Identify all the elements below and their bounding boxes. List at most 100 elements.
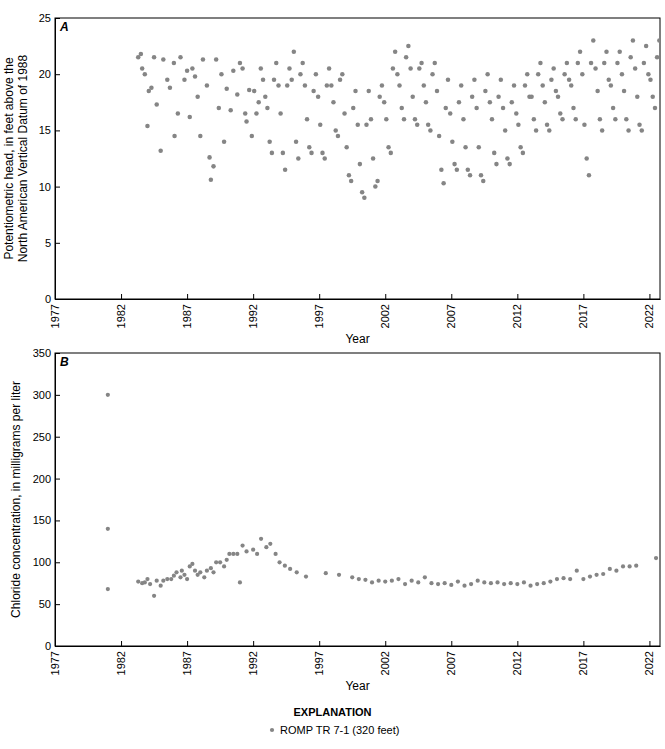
x-tick-mark	[517, 294, 518, 299]
data-point	[178, 575, 182, 579]
data-point	[622, 89, 627, 94]
x-tick-mark	[583, 294, 584, 299]
panel-1: 1977198219871992199720022007201220172022…	[9, 347, 661, 693]
x-tick-label: 2012	[511, 304, 523, 328]
data-point	[492, 151, 497, 156]
data-point	[143, 72, 148, 77]
data-point	[494, 162, 499, 167]
data-point	[515, 582, 519, 586]
data-point	[201, 57, 206, 62]
data-point	[227, 552, 231, 556]
data-point	[410, 94, 415, 99]
x-tick: 2012	[511, 294, 523, 328]
data-point	[496, 94, 501, 99]
data-point	[340, 72, 345, 77]
data-point	[389, 151, 394, 156]
data-point	[182, 78, 187, 83]
data-point	[624, 117, 629, 122]
data-point	[595, 89, 600, 94]
data-point	[408, 66, 413, 71]
data-point	[463, 145, 468, 150]
data-point	[578, 49, 583, 54]
data-point	[422, 83, 427, 88]
y-tick: 15	[39, 124, 60, 136]
x-tick-label: 1977	[49, 651, 61, 675]
data-point	[509, 581, 513, 585]
data-point	[613, 117, 618, 122]
data-point	[476, 579, 480, 583]
x-tick-mark	[187, 641, 188, 646]
x-tick-label: 1987	[181, 651, 193, 675]
data-point	[145, 577, 149, 581]
data-point	[499, 78, 504, 83]
data-point	[404, 55, 409, 60]
data-point	[602, 61, 607, 66]
data-point	[416, 580, 420, 584]
y-tick: 100	[33, 556, 60, 568]
data-point	[525, 72, 530, 77]
y-tick: 20	[39, 68, 60, 80]
data-point	[547, 128, 552, 133]
data-point	[615, 61, 620, 66]
x-tick-label: 1997	[313, 651, 325, 675]
data-point	[350, 575, 354, 579]
data-point	[573, 117, 578, 122]
x-tick-mark	[451, 641, 452, 646]
panel-label: A	[59, 20, 69, 34]
data-point	[452, 162, 457, 167]
x-axis-line	[56, 646, 661, 647]
data-point	[536, 72, 541, 77]
x-tick: 1982	[115, 294, 127, 328]
x-tick-label: 2007	[445, 651, 457, 675]
data-point	[396, 577, 400, 581]
data-point	[168, 85, 173, 90]
data-point	[276, 83, 281, 88]
data-point	[608, 567, 612, 571]
y-tick-mark	[55, 520, 60, 521]
data-point	[462, 584, 466, 588]
data-point	[218, 560, 222, 564]
data-point	[601, 572, 605, 576]
data-point	[182, 573, 186, 577]
data-point	[604, 49, 609, 54]
data-point	[190, 562, 194, 566]
x-tick-label: 1982	[115, 651, 127, 675]
data-point	[448, 111, 453, 116]
data-points	[106, 393, 658, 598]
data-point	[333, 128, 338, 133]
data-point	[259, 537, 263, 541]
data-point	[419, 61, 424, 66]
x-tick-mark	[253, 294, 254, 299]
data-point	[295, 570, 299, 574]
x-tick-mark	[451, 294, 452, 299]
data-point	[534, 128, 539, 133]
data-point	[298, 72, 303, 77]
data-point	[250, 134, 255, 139]
x-tick-mark	[319, 641, 320, 646]
data-points	[136, 38, 660, 200]
x-axis: 1977198219871992199720022007201220172022	[49, 294, 660, 328]
x-tick-label: 1992	[247, 651, 259, 675]
data-point	[617, 49, 622, 54]
y-tick-label: 150	[33, 514, 51, 526]
data-point	[300, 61, 305, 66]
data-point	[516, 123, 521, 128]
x-tick-mark	[253, 641, 254, 646]
data-point	[327, 66, 332, 71]
data-point	[307, 145, 312, 150]
data-point	[436, 582, 440, 586]
data-point	[209, 566, 213, 570]
data-point	[217, 106, 222, 111]
data-point	[403, 582, 407, 586]
data-point	[165, 78, 170, 83]
x-tick-label: 2017	[577, 651, 589, 675]
data-point	[637, 123, 642, 128]
y-tick-mark	[55, 243, 60, 244]
y-tick-mark	[55, 18, 60, 19]
data-point	[309, 151, 314, 156]
x-tick: 1997	[313, 641, 325, 675]
data-point	[370, 580, 374, 584]
data-point	[377, 94, 382, 99]
x-tick-label: 2002	[379, 651, 391, 675]
y-tick-label: 100	[33, 556, 51, 568]
